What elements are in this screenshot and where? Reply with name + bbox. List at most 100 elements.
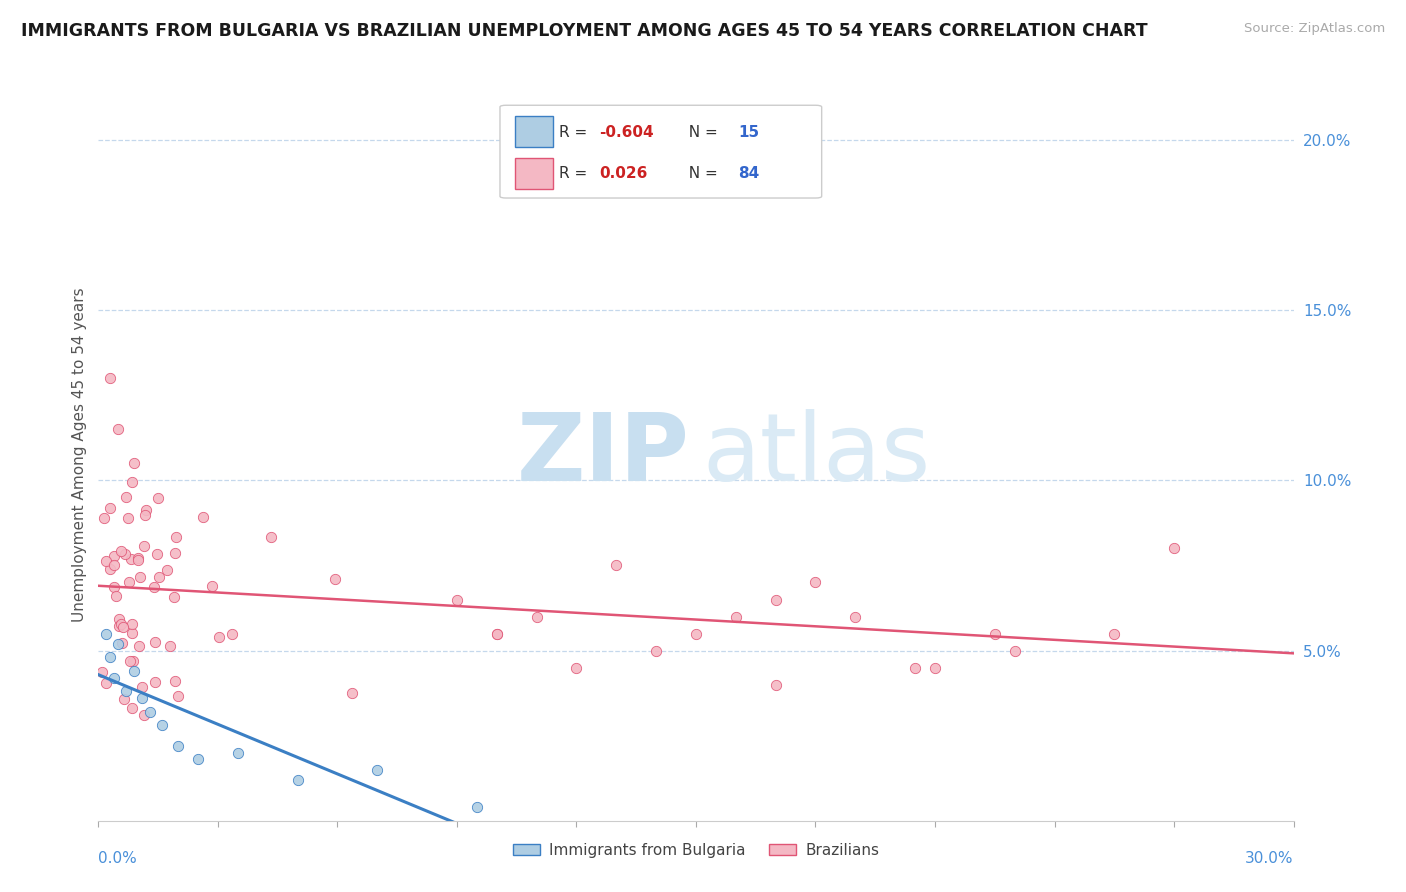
Point [120,552,142,566]
Point [107,612,129,626]
Point [167,739,190,753]
Point [121,701,143,715]
Point [118,575,141,590]
Point [131,681,153,695]
Point [132,539,155,553]
Point [685,626,707,640]
Text: 0.0%: 0.0% [98,851,138,866]
Point [146,491,169,506]
Point [465,800,488,814]
Point [1004,643,1026,657]
Point [165,530,187,544]
Point [924,660,946,674]
Point [121,626,143,640]
Point [98,371,122,385]
Text: 30.0%: 30.0% [1246,851,1294,866]
Point [287,772,309,787]
Point [121,616,143,631]
Point [526,609,548,624]
Point [122,654,145,668]
Point [340,686,363,700]
Point [135,503,157,517]
Point [117,511,139,525]
Text: atlas: atlas [702,409,931,501]
Point [134,508,156,522]
Point [191,510,214,524]
Point [765,677,787,691]
Point [124,664,146,678]
Point [110,543,132,558]
Point [108,619,131,633]
FancyBboxPatch shape [516,116,553,147]
Point [103,558,125,573]
Point [121,475,143,489]
Point [107,422,129,436]
Point [110,616,132,631]
Point [904,660,927,674]
Text: N =: N = [679,125,723,139]
Point [112,620,135,634]
Point [260,530,283,544]
Text: IMMIGRANTS FROM BULGARIA VS BRAZILIAN UNEMPLOYMENT AMONG AGES 45 TO 54 YEARS COR: IMMIGRANTS FROM BULGARIA VS BRAZILIAN UN… [21,22,1147,40]
Point [156,563,179,577]
Point [485,626,508,640]
Point [221,627,243,641]
Text: 84: 84 [738,166,759,180]
Point [142,580,165,594]
Point [844,609,866,624]
Point [115,491,138,505]
Point [91,665,114,680]
Point [127,550,149,565]
Point [1163,541,1185,556]
Text: ZIP: ZIP [517,409,690,501]
Point [446,592,468,607]
Point [93,511,115,525]
Point [645,643,668,657]
Point [111,635,134,649]
Point [565,660,588,674]
Point [200,579,222,593]
Point [107,637,129,651]
Point [96,626,118,640]
Point [98,562,121,576]
Point [103,580,125,594]
Point [115,684,138,698]
Point [485,626,508,640]
Point [103,549,125,564]
Point [765,592,787,607]
FancyBboxPatch shape [516,158,553,189]
Point [131,691,153,706]
Point [94,554,117,568]
Point [208,630,231,644]
Point [366,763,388,777]
Point [128,639,150,653]
Text: R =: R = [558,125,592,139]
Text: 0.026: 0.026 [599,166,647,180]
Point [323,572,346,586]
Point [1104,626,1126,640]
Point [163,590,186,604]
Point [98,650,122,665]
Point [127,553,149,567]
Y-axis label: Unemployment Among Ages 45 to 54 years: Unemployment Among Ages 45 to 54 years [72,287,87,623]
Point [163,546,186,560]
Point [605,558,627,573]
Point [100,500,122,515]
Legend: Immigrants from Bulgaria, Brazilians: Immigrants from Bulgaria, Brazilians [506,837,886,864]
Point [148,570,170,584]
Point [104,590,127,604]
FancyBboxPatch shape [501,105,821,198]
Point [804,575,827,590]
Point [143,635,166,649]
Point [112,691,135,706]
Point [139,705,162,719]
Point [724,609,747,624]
Point [103,671,125,685]
Text: -0.604: -0.604 [599,125,654,139]
Point [150,718,173,732]
Text: 15: 15 [738,125,759,139]
Text: Source: ZipAtlas.com: Source: ZipAtlas.com [1244,22,1385,36]
Point [114,547,136,561]
Point [984,626,1007,640]
Point [167,689,190,703]
